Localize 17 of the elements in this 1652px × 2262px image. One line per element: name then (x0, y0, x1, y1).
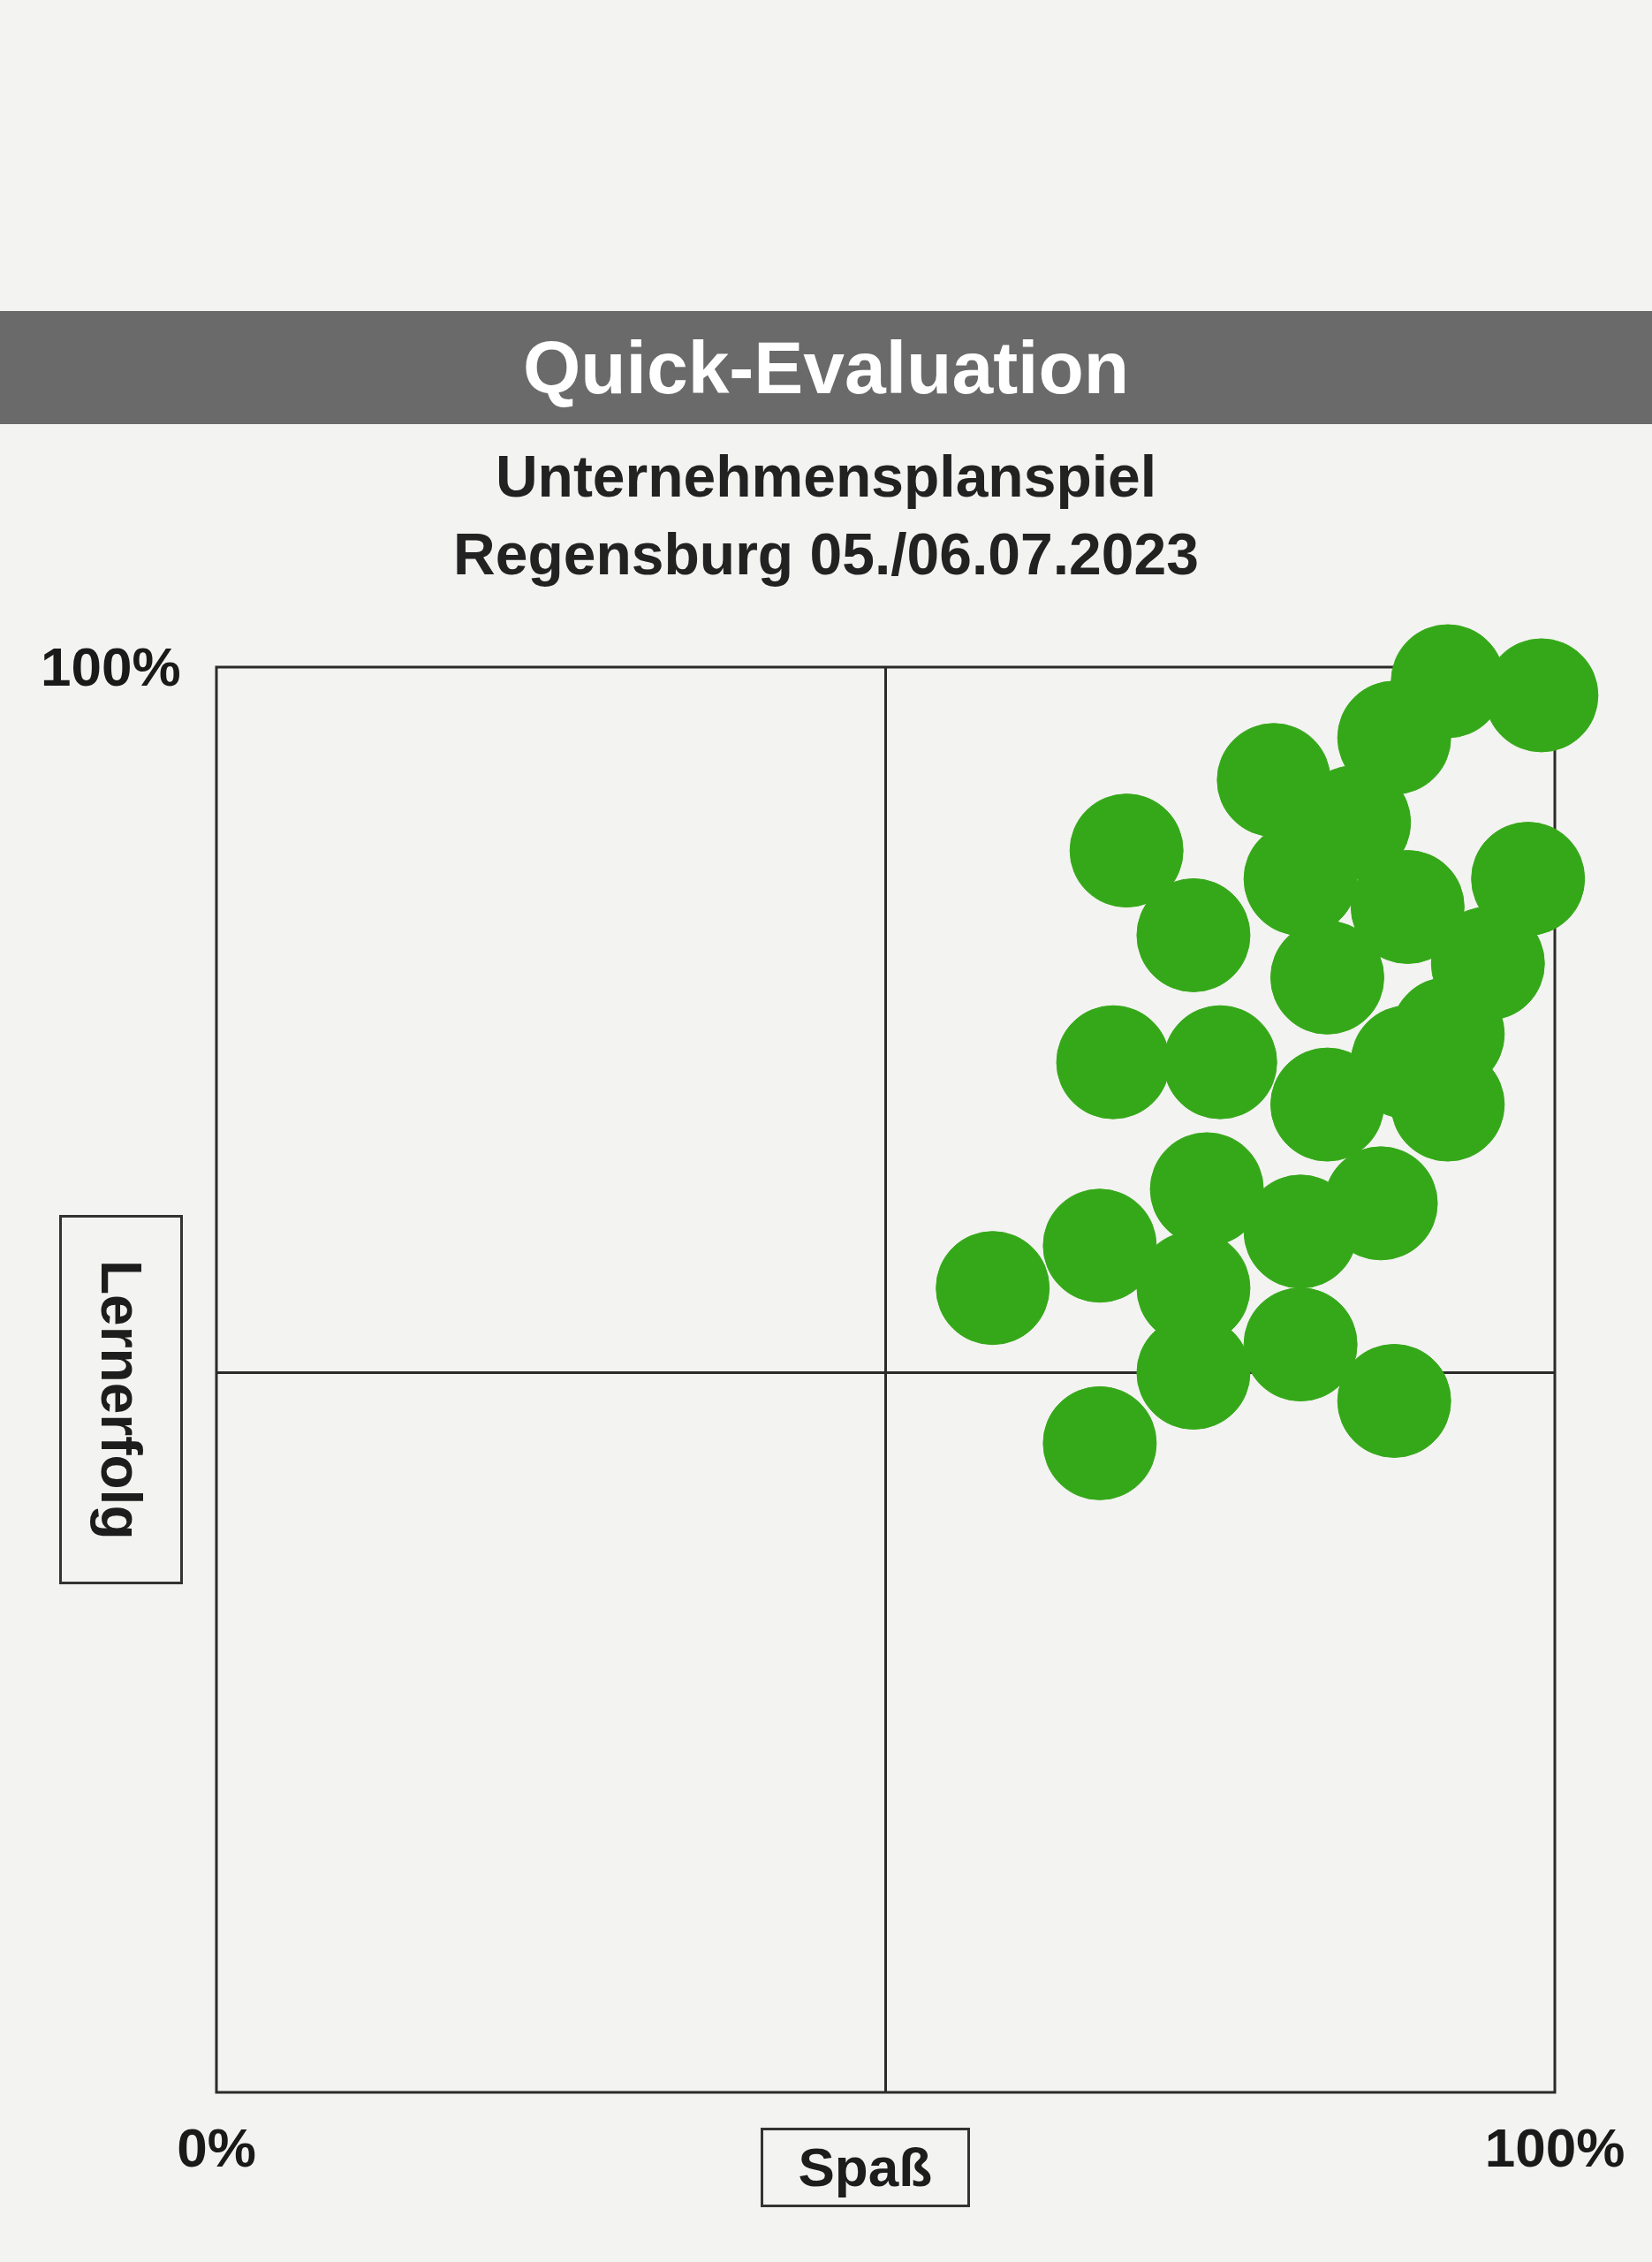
x-tick-label: 0% (177, 2117, 256, 2179)
point (1243, 1287, 1358, 1402)
y-axis-title: Lernerfolg (59, 1214, 183, 1584)
point (1471, 822, 1586, 937)
chart-title: Quick-Evaluation (522, 326, 1130, 409)
point (1136, 877, 1251, 992)
x-axis-title: Spaß (760, 2128, 971, 2207)
point (1337, 680, 1451, 795)
point (1069, 793, 1184, 908)
point (1269, 920, 1384, 1035)
text: 100% (41, 636, 181, 697)
point (1350, 849, 1465, 964)
point (936, 1231, 1050, 1346)
point (1337, 1343, 1451, 1458)
point (1042, 1188, 1157, 1303)
point (1042, 1385, 1157, 1500)
chart-subtitle: Unternehmensplanspiel Regensburg 05./06.07.2023 (452, 443, 1200, 588)
